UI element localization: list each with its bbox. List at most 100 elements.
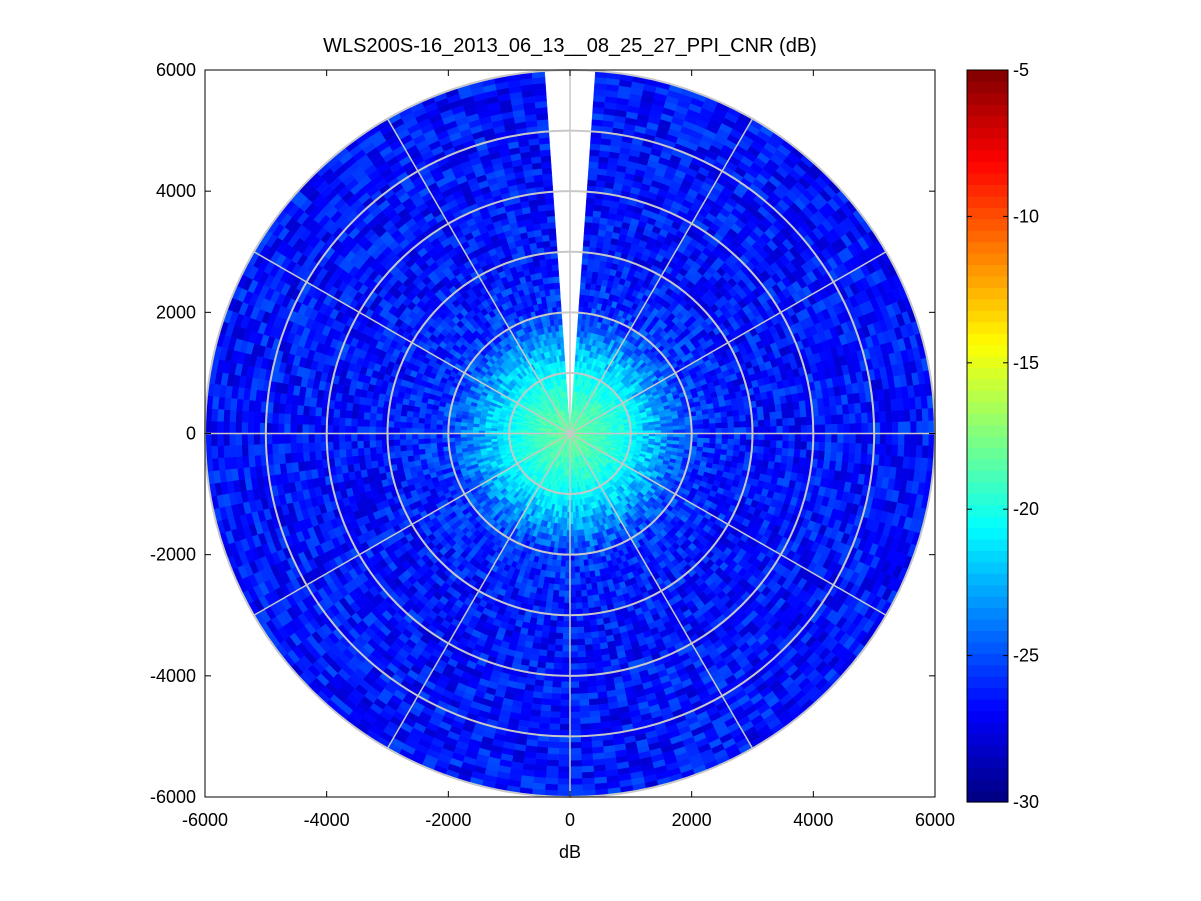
heatmap-cell [560, 348, 565, 356]
heatmap-cell [575, 590, 582, 598]
heatmap-cell [552, 589, 560, 597]
heatmap-cell [417, 433, 425, 439]
heatmap-cell [564, 578, 571, 586]
heatmap-cell [429, 423, 437, 430]
heatmap-cell [591, 588, 599, 596]
heatmap-cell [430, 418, 438, 425]
heatmap-cell [551, 595, 559, 603]
heatmap-cell [654, 426, 662, 431]
heatmap-cell [575, 584, 582, 592]
heatmap-cell [564, 378, 567, 386]
heatmap-cell [721, 416, 728, 424]
heatmap-cell [679, 437, 686, 442]
cnr-heatmap [205, 70, 935, 797]
heatmap-cell [472, 439, 480, 444]
heatmap-cell [555, 294, 561, 302]
heatmap-cell [417, 422, 425, 429]
heatmap-cell [561, 542, 567, 549]
heatmap-cell [460, 440, 468, 446]
heatmap-cell [572, 523, 578, 531]
heatmap-cell [405, 433, 413, 440]
heatmap-cell [576, 529, 582, 537]
heatmap-cell [581, 595, 589, 603]
heatmap-cell [399, 433, 407, 440]
heatmap-cell [460, 425, 468, 431]
heatmap-cell [399, 444, 407, 452]
heatmap-cell [579, 571, 586, 579]
heatmap-cell [546, 595, 554, 603]
heatmap-cell [557, 318, 563, 326]
heatmap-cell [411, 433, 419, 440]
heatmap-cell [553, 583, 560, 591]
heatmap-cell [405, 427, 413, 434]
heatmap-cell [727, 421, 735, 429]
heatmap-cell [546, 589, 554, 597]
heatmap-cell [490, 435, 498, 440]
heatmap-cell [590, 582, 598, 590]
heatmap-cell [739, 421, 747, 428]
heatmap-cell [703, 437, 711, 444]
heatmap-cell [739, 414, 747, 422]
heatmap-cell [648, 427, 656, 431]
heatmap-cell [563, 596, 571, 604]
heatmap-cell [558, 584, 565, 592]
heatmap-cell [569, 590, 576, 598]
heatmap-cell [708, 443, 716, 449]
heatmap-cell [542, 277, 550, 285]
heatmap-cell [417, 428, 425, 434]
heatmap-cell [460, 436, 468, 442]
heatmap-cell [733, 421, 741, 428]
heatmap-cell [412, 411, 420, 418]
heatmap-cell [672, 425, 680, 431]
heatmap-cell [559, 572, 566, 580]
heatmap-cell [660, 423, 668, 428]
heatmap-cell [562, 536, 567, 543]
heatmap-cell [727, 427, 735, 434]
heatmap-cell [727, 444, 735, 451]
heatmap-cell [739, 445, 747, 453]
heatmap-cell [572, 505, 576, 513]
heatmap-cell [715, 433, 723, 439]
heatmap-cell [540, 265, 548, 273]
heatmap-cell [553, 276, 560, 284]
heatmap-cell [737, 402, 745, 411]
heatmap-cell [583, 559, 589, 567]
heatmap-cell [558, 330, 564, 338]
heatmap-cell [719, 405, 727, 413]
heatmap-cell [557, 596, 565, 604]
heatmap-cell [581, 264, 589, 272]
heatmap-cell [585, 276, 593, 284]
heatmap-cell [715, 438, 723, 445]
heatmap-cell [454, 440, 462, 446]
heatmap-cell [572, 499, 576, 507]
heatmap-cell [401, 456, 409, 464]
heatmap-cell [560, 342, 565, 350]
heatmap-cell [418, 417, 426, 424]
heatmap-cell [560, 560, 566, 567]
heatmap-cell [579, 294, 585, 302]
heatmap-cell [549, 288, 556, 296]
heatmap-cell [579, 577, 587, 585]
heatmap-cell [702, 442, 710, 449]
heatmap-cell [697, 437, 704, 444]
heatmap-cell [733, 415, 741, 423]
heatmap-cell [709, 433, 717, 439]
heatmap-cell [580, 583, 587, 591]
heatmap-cell [678, 421, 686, 427]
heatmap-cell [713, 406, 721, 414]
heatmap-cell [541, 271, 549, 279]
heatmap-cell [576, 535, 582, 543]
heatmap-cell [580, 276, 587, 284]
heatmap-cell [727, 438, 735, 446]
heatmap-cell [592, 594, 600, 602]
heatmap-cell [555, 300, 562, 308]
heatmap-cell [436, 442, 444, 448]
heatmap-cell [412, 443, 419, 451]
heatmap-cell [696, 442, 704, 448]
heatmap-cell [574, 572, 581, 580]
heatmap-cell [572, 511, 577, 519]
heatmap-cell [576, 523, 581, 531]
heatmap-cell [546, 270, 554, 278]
heatmap-cell [642, 427, 650, 432]
heatmap-cell [411, 438, 419, 445]
